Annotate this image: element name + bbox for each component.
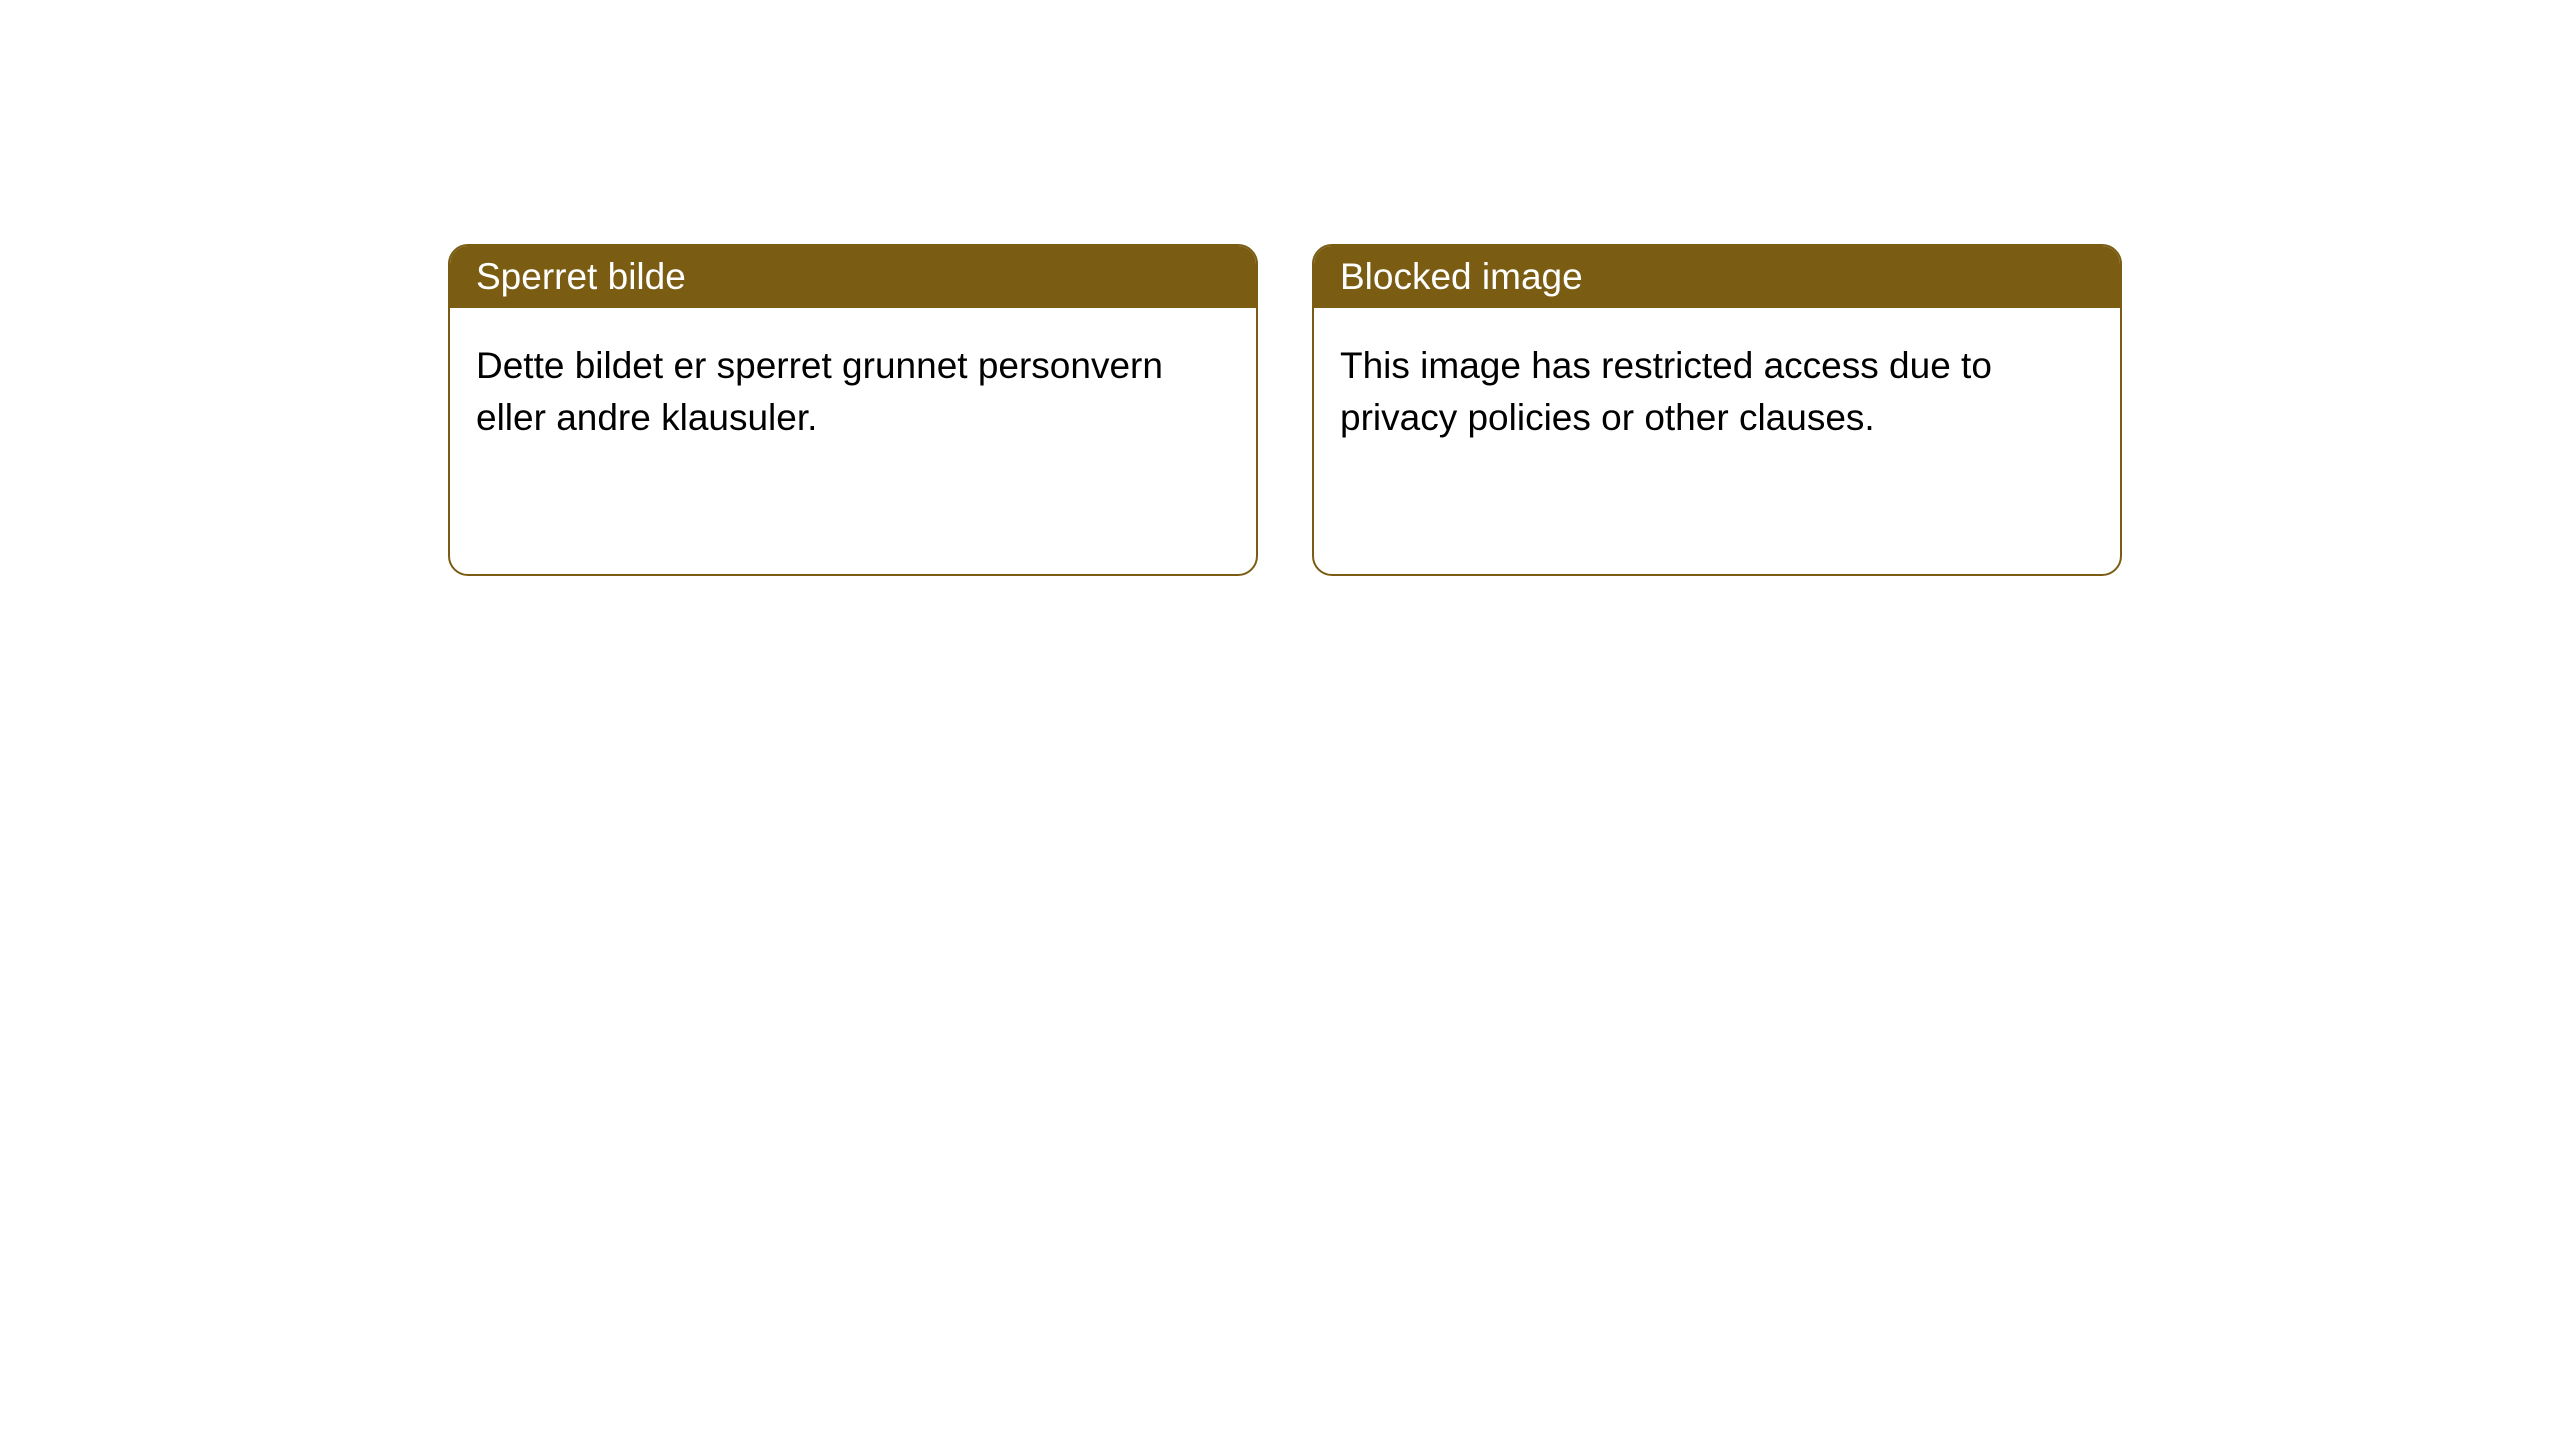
card-header-en: Blocked image — [1314, 246, 2120, 308]
card-message-no: Dette bildet er sperret grunnet personve… — [476, 345, 1163, 438]
card-body-en: This image has restricted access due to … — [1314, 308, 2120, 476]
blocked-image-card-en: Blocked image This image has restricted … — [1312, 244, 2122, 576]
card-title-en: Blocked image — [1340, 256, 1583, 297]
card-header-no: Sperret bilde — [450, 246, 1256, 308]
blocked-image-card-no: Sperret bilde Dette bildet er sperret gr… — [448, 244, 1258, 576]
card-message-en: This image has restricted access due to … — [1340, 345, 1992, 438]
cards-container: Sperret bilde Dette bildet er sperret gr… — [0, 0, 2560, 576]
card-body-no: Dette bildet er sperret grunnet personve… — [450, 308, 1256, 476]
card-title-no: Sperret bilde — [476, 256, 686, 297]
